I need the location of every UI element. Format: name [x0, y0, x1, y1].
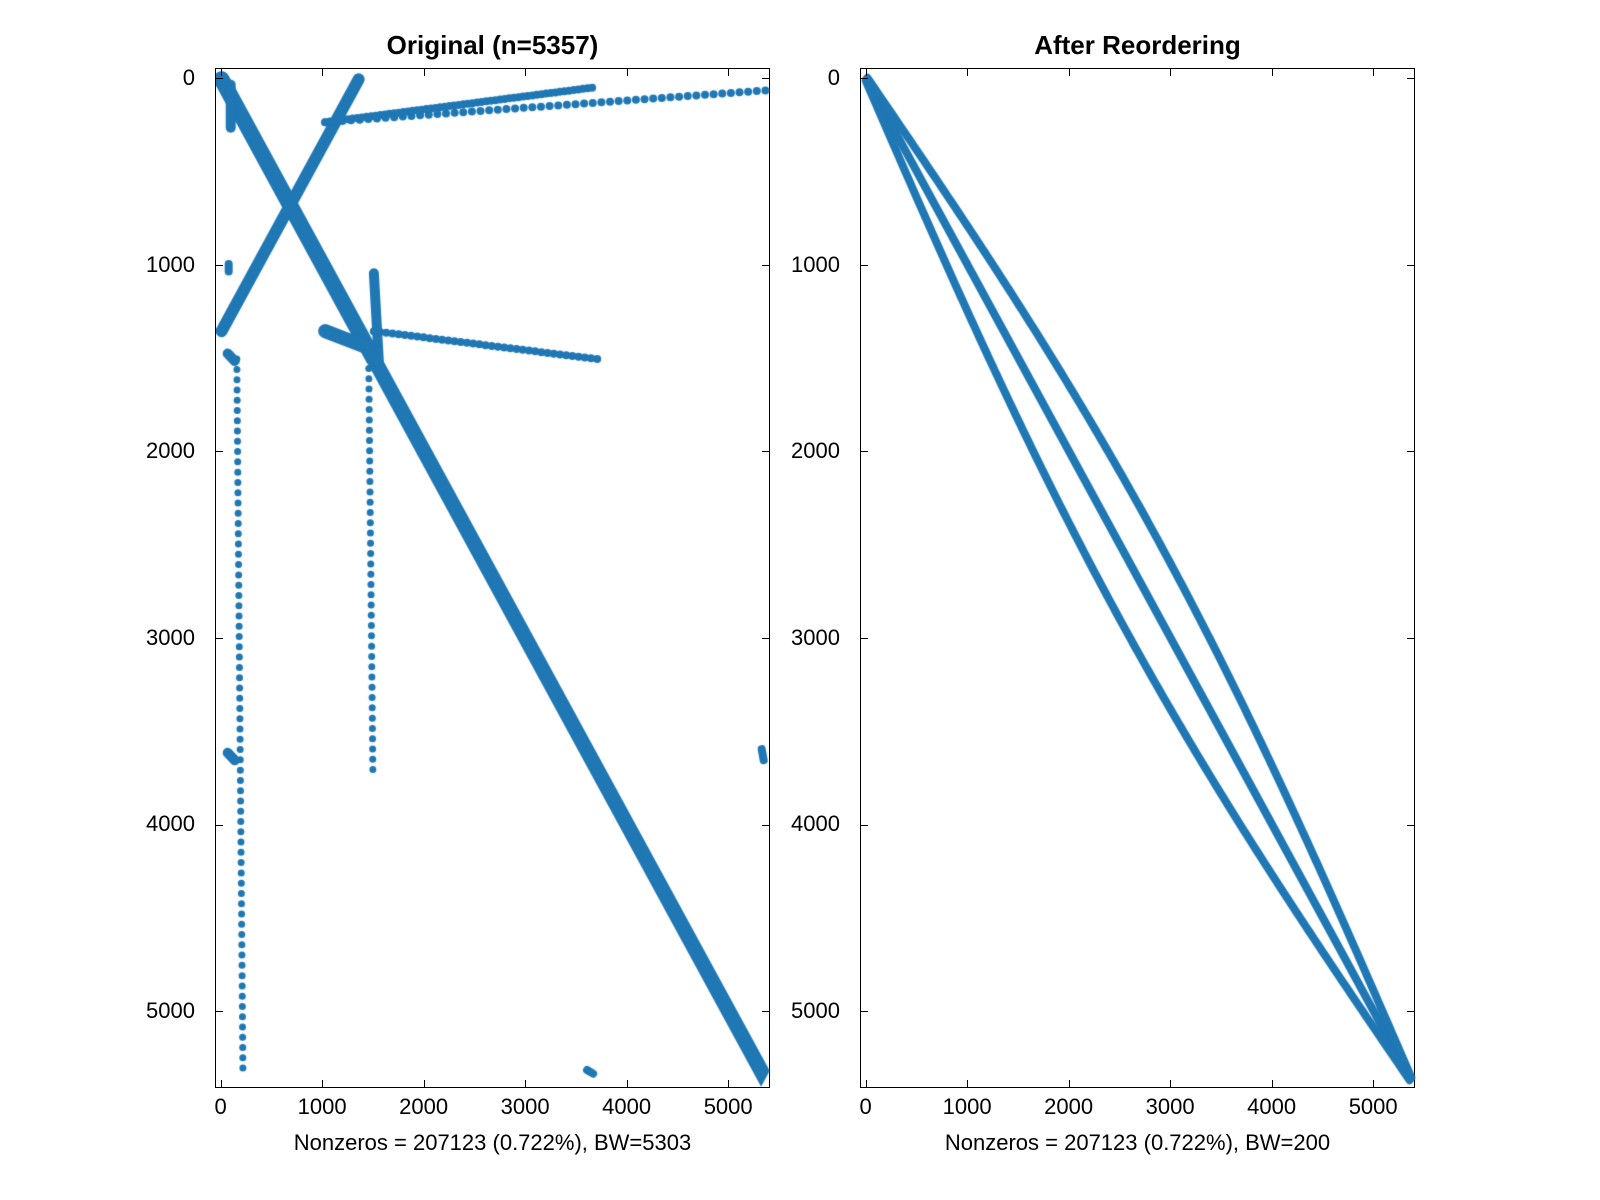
- ytick-mark: [215, 265, 223, 266]
- ytick-label: 3000: [760, 625, 840, 651]
- ytick-mark: [1407, 638, 1415, 639]
- ytick-mark: [860, 451, 868, 452]
- panel-title-original: Original (n=5357): [215, 30, 770, 61]
- xtick-mark: [627, 68, 628, 76]
- xtick-mark: [866, 1080, 867, 1088]
- ytick-mark: [860, 638, 868, 639]
- ytick-mark: [1407, 78, 1415, 79]
- xtick-label: 2000: [379, 1094, 469, 1120]
- xtick-mark: [1272, 68, 1273, 76]
- xtick-mark: [1069, 1080, 1070, 1088]
- xtick-mark: [627, 1080, 628, 1088]
- ytick-mark: [860, 825, 868, 826]
- ytick-mark: [215, 451, 223, 452]
- xlabel-reordered: Nonzeros = 207123 (0.722%), BW=200: [860, 1130, 1415, 1156]
- xtick-label: 1000: [922, 1094, 1012, 1120]
- axes-box-reordered: [860, 68, 1415, 1088]
- ytick-mark: [1407, 451, 1415, 452]
- ytick-label: 1000: [760, 252, 840, 278]
- xtick-mark: [322, 68, 323, 76]
- xtick-mark: [221, 68, 222, 76]
- panel-title-reordered: After Reordering: [860, 30, 1415, 61]
- ytick-label: 0: [760, 65, 840, 91]
- xtick-mark: [728, 68, 729, 76]
- ytick-mark: [860, 265, 868, 266]
- ytick-label: 0: [115, 65, 195, 91]
- sparsity-plot-reordered: [861, 69, 1416, 1089]
- xtick-mark: [424, 68, 425, 76]
- ytick-label: 2000: [115, 438, 195, 464]
- xtick-label: 0: [821, 1094, 911, 1120]
- sparsity-plot-original: [216, 69, 771, 1089]
- xtick-mark: [1272, 1080, 1273, 1088]
- xtick-mark: [221, 1080, 222, 1088]
- xtick-mark: [525, 1080, 526, 1088]
- ytick-mark: [215, 78, 223, 79]
- ytick-label: 5000: [115, 998, 195, 1024]
- figure: Original (n=5357) Nonzeros = 207123 (0.7…: [0, 0, 1600, 1200]
- xtick-label: 3000: [480, 1094, 570, 1120]
- ytick-mark: [860, 78, 868, 79]
- xtick-mark: [525, 68, 526, 76]
- xtick-mark: [967, 68, 968, 76]
- xtick-label: 0: [176, 1094, 266, 1120]
- ytick-mark: [215, 825, 223, 826]
- ytick-label: 4000: [760, 811, 840, 837]
- xtick-mark: [967, 1080, 968, 1088]
- xtick-mark: [424, 1080, 425, 1088]
- ytick-mark: [215, 638, 223, 639]
- xlabel-original: Nonzeros = 207123 (0.722%), BW=5303: [215, 1130, 770, 1156]
- xtick-label: 5000: [1328, 1094, 1418, 1120]
- ytick-label: 2000: [760, 438, 840, 464]
- xtick-mark: [866, 68, 867, 76]
- ytick-label: 3000: [115, 625, 195, 651]
- xtick-mark: [1069, 68, 1070, 76]
- xtick-label: 5000: [683, 1094, 773, 1120]
- xtick-label: 1000: [277, 1094, 367, 1120]
- ytick-mark: [860, 1011, 868, 1012]
- xtick-mark: [322, 1080, 323, 1088]
- xtick-mark: [1373, 1080, 1374, 1088]
- ytick-mark: [1407, 825, 1415, 826]
- ytick-label: 5000: [760, 998, 840, 1024]
- xtick-label: 4000: [1227, 1094, 1317, 1120]
- ytick-mark: [1407, 265, 1415, 266]
- xtick-mark: [1170, 68, 1171, 76]
- ytick-label: 1000: [115, 252, 195, 278]
- xtick-mark: [728, 1080, 729, 1088]
- ytick-mark: [215, 1011, 223, 1012]
- xtick-label: 2000: [1024, 1094, 1114, 1120]
- ytick-label: 4000: [115, 811, 195, 837]
- xtick-label: 3000: [1125, 1094, 1215, 1120]
- axes-box-original: [215, 68, 770, 1088]
- xtick-mark: [1170, 1080, 1171, 1088]
- xtick-mark: [1373, 68, 1374, 76]
- ytick-mark: [1407, 1011, 1415, 1012]
- xtick-label: 4000: [582, 1094, 672, 1120]
